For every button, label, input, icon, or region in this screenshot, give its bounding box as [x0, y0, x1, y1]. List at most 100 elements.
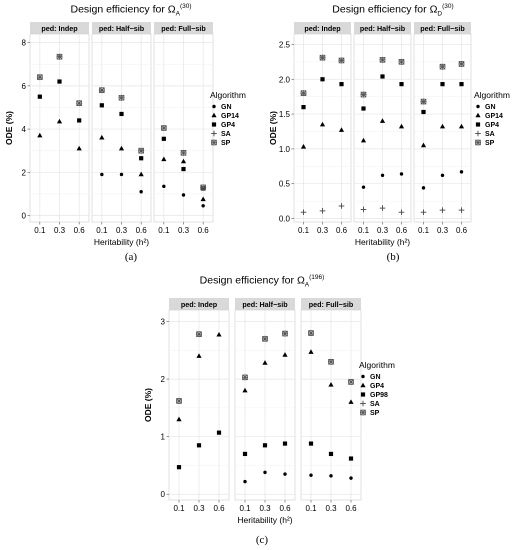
data-point-gp98	[328, 451, 334, 457]
data-point-sp	[180, 149, 187, 156]
data-point-gp14	[439, 123, 446, 129]
legend-label: GN	[221, 104, 232, 111]
data-point-gp14	[319, 121, 326, 127]
chart-title: Design efficiency for ΩA(196)	[199, 274, 325, 289]
data-point-gn	[309, 473, 313, 477]
data-point-gn	[421, 186, 426, 190]
data-point-sp	[118, 94, 125, 101]
legend-marker	[211, 122, 217, 127]
facet-label: ped: Half−sib	[360, 24, 406, 33]
x-tick-label: 0.3	[193, 504, 205, 513]
data-point-sp	[262, 335, 268, 342]
data-point-gn	[380, 173, 385, 178]
facet-label: ped: Indep	[304, 24, 341, 33]
data-point-sa	[398, 209, 405, 216]
data-point-gp4	[262, 360, 268, 365]
data-point-gp4	[440, 82, 445, 87]
facet-panel: ped: Indep 0.1 0.3 0.6	[293, 22, 352, 235]
y-tick-label: 0	[161, 490, 166, 499]
legend-marker	[211, 139, 217, 146]
data-point-gp14	[379, 118, 386, 123]
legend-marker	[360, 392, 366, 397]
facet-strip	[294, 22, 351, 34]
facet-panel: ped: Half−sib 0.1 0.3 0.6	[234, 298, 296, 513]
x-tick-label: 0.1	[358, 226, 370, 235]
x-tick-label: 0.3	[317, 226, 329, 235]
legend-label: GN	[485, 104, 496, 111]
data-point-gp4	[348, 399, 354, 404]
data-point-sp	[200, 184, 207, 191]
data-point-sp	[420, 98, 427, 105]
data-point-sp	[319, 54, 326, 61]
x-tick-label: 0.3	[437, 226, 449, 235]
legend: Algorithm GN GP4 GP98 SA SP	[359, 360, 395, 417]
chart-plot: ped: Indep 0.1 0.3 0.6 ped: Half−sib 0.1 0.3 0.…	[4, 22, 246, 247]
chart-plot: ped: Indep 0.1 0.3 0.6 ped: Half−sib 0.1 0.3 0.…	[268, 22, 510, 247]
data-point-gp98	[176, 465, 182, 470]
legend-marker	[212, 104, 216, 109]
data-point-sa	[360, 206, 367, 213]
legend-label: GP4	[370, 383, 384, 390]
legend-label: GP14	[485, 113, 503, 120]
y-axis-title: ODE (%)	[268, 111, 278, 145]
data-point-gp14	[118, 145, 125, 151]
legend: Algorithm GN GP14 GP4 SA SP	[474, 90, 510, 147]
x-tick-label: 0.6	[213, 504, 225, 513]
legend-label: SA	[370, 401, 380, 408]
legend-label: SP	[221, 140, 231, 147]
data-point-sa	[319, 208, 326, 214]
data-point-sp	[282, 330, 288, 337]
legend: Algorithm GN GP14 GP4 SA SP	[210, 90, 246, 147]
y-tick-label: 0	[22, 212, 27, 221]
facet-label: ped: Half−sib	[242, 300, 288, 309]
legend-marker	[360, 382, 366, 388]
data-point-sp	[36, 74, 43, 81]
facet-strip	[414, 22, 471, 34]
legend-label: GP4	[485, 122, 499, 129]
data-point-sa	[300, 209, 307, 216]
data-point-gp14	[398, 123, 405, 129]
data-point-gn	[201, 204, 205, 208]
facet-strip	[30, 22, 89, 34]
data-point-gp14	[56, 118, 63, 124]
data-point-sp	[56, 53, 63, 60]
data-point-gp14	[99, 134, 105, 140]
x-tick-label: 0.1	[96, 226, 108, 235]
legend-marker	[360, 400, 366, 407]
y-tick-label: 6	[22, 82, 27, 91]
data-point-gp14	[76, 145, 82, 151]
facet-strip	[235, 298, 295, 310]
x-tick-label: 0.1	[298, 226, 310, 235]
data-point-gp4	[196, 353, 202, 358]
data-point-sp	[242, 374, 248, 381]
x-tick-label: 0.3	[259, 504, 271, 513]
data-point-gn	[263, 470, 267, 475]
data-point-gp4	[216, 331, 222, 337]
data-point-gn	[440, 173, 445, 178]
data-point-gp4	[119, 111, 124, 117]
data-point-gp14	[338, 127, 345, 132]
data-point-gp98	[282, 441, 288, 446]
facet-panel: ped: Full−sib 0.1 0.3 0.6	[300, 298, 362, 513]
legend-marker	[475, 112, 481, 118]
data-point-gp14	[37, 132, 43, 138]
y-tick-label: 2	[22, 168, 27, 177]
x-tick-label: 0.6	[456, 226, 468, 235]
legend-label: GP14	[221, 113, 239, 120]
data-point-gp4	[181, 166, 186, 172]
x-axis-title: Heritability (h²)	[94, 237, 149, 247]
legend-label: GP4	[221, 122, 235, 129]
data-point-gp4	[282, 352, 288, 357]
facet-panel: ped: Indep 0.1 0.3 0.6	[168, 298, 230, 513]
x-tick-label: 0.1	[418, 226, 430, 235]
panel-caption: (a)	[124, 251, 138, 263]
chart-c: Design efficiency for ΩA(196) ped: Indep…	[131, 272, 395, 550]
facet-label: ped: Half−sib	[99, 24, 145, 33]
data-point-gp4	[57, 79, 62, 84]
facet-label: ped: Full−sib	[420, 24, 465, 33]
data-point-sa	[379, 205, 386, 211]
data-point-gp4	[99, 103, 104, 108]
legend-title: Algorithm	[359, 360, 395, 370]
data-point-gp14	[360, 137, 367, 143]
data-point-gn	[399, 172, 404, 176]
